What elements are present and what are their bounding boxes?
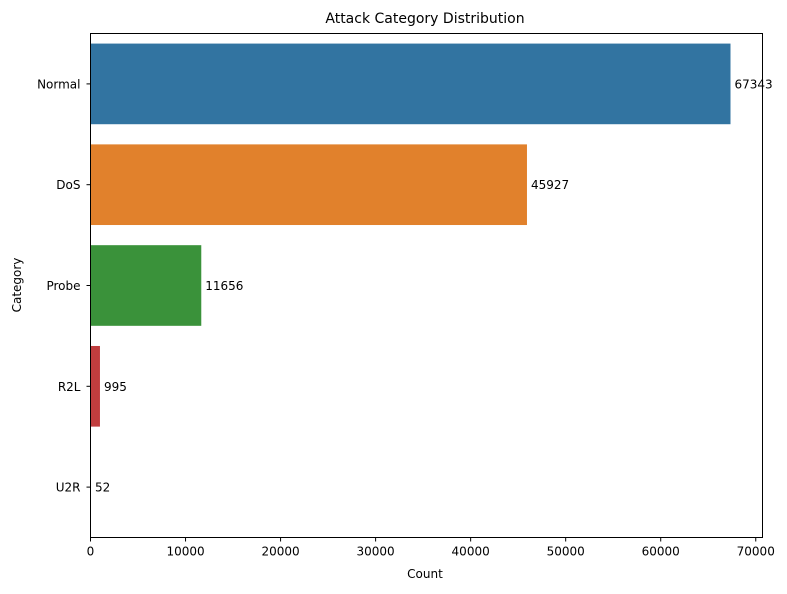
bar-probe	[91, 245, 202, 326]
data-label-dos: 45927	[531, 178, 569, 192]
chart-title: Attack Category Distribution	[325, 11, 524, 27]
y-tick-label: U2R	[56, 481, 81, 495]
y-tick-label: Probe	[46, 279, 80, 293]
data-label-r2l: 995	[104, 380, 127, 394]
y-tick-label: R2L	[58, 380, 81, 394]
y-axis-label: Category	[10, 258, 24, 313]
x-tick-label: 30000	[357, 545, 395, 559]
y-tick-label: DoS	[56, 178, 80, 192]
bar-r2l	[91, 346, 100, 427]
x-tick-label: 20000	[261, 545, 299, 559]
x-axis-label: Count	[407, 567, 443, 581]
x-tick-label: 0	[87, 545, 95, 559]
data-label-normal: 67343	[735, 77, 773, 91]
data-label-probe: 11656	[205, 279, 243, 293]
x-tick-label: 10000	[166, 545, 204, 559]
x-tick-label: 50000	[547, 545, 585, 559]
bar-normal	[91, 44, 731, 125]
bars-group	[91, 44, 731, 528]
x-tick-label: 60000	[642, 545, 680, 559]
y-tick-label: Normal	[37, 77, 80, 91]
x-axis-ticks: 0 10000 20000 30000 40000 50000 60000 70000	[87, 538, 775, 559]
y-axis-ticks: Normal DoS Probe R2L U2R	[37, 77, 90, 494]
bar-dos	[91, 144, 527, 225]
data-label-u2r: 52	[95, 481, 110, 495]
x-tick-label: 70000	[737, 545, 775, 559]
x-tick-label: 40000	[452, 545, 490, 559]
